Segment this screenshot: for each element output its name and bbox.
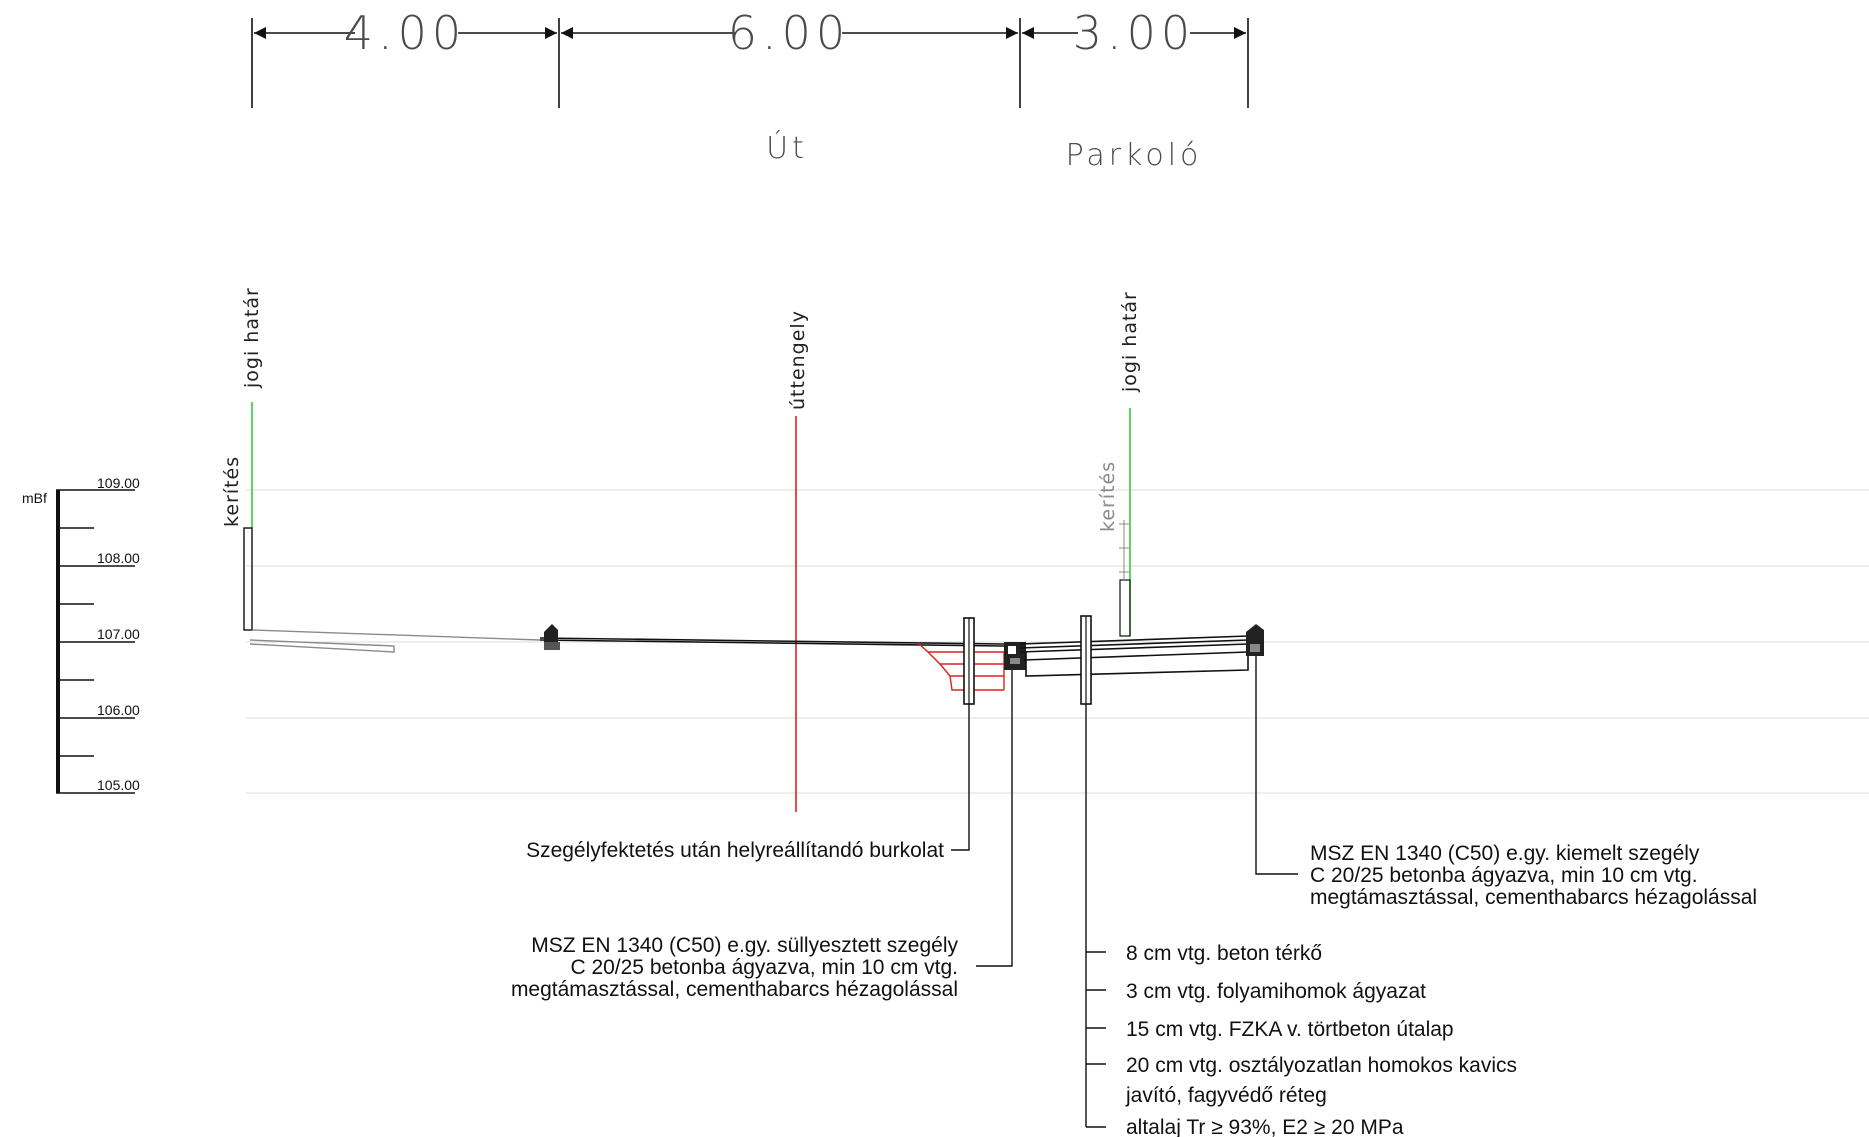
leader-restore-pavement — [951, 704, 970, 851]
layer-marker-pole — [1080, 615, 1092, 705]
raised-curb — [1246, 624, 1264, 656]
legal-boundary-left-label: jogi határ — [241, 287, 263, 389]
note-line: C 20/25 betonba ágyazva, min 10 cm vtg. — [1310, 864, 1698, 887]
left-fence — [243, 527, 541, 653]
elevation-unit: mBf — [22, 490, 47, 506]
note-line: MSZ EN 1340 (C50) e.gy. kiemelt szegély — [1310, 842, 1700, 865]
layer-item: 20 cm vtg. osztályozatlan homokos kavics — [1126, 1054, 1517, 1077]
layer-item: 15 cm vtg. FZKA v. törtbeton útalap — [1126, 1018, 1454, 1041]
elevation-scale: mBf 109.00 108.00 107.00 106.00 105.00 — [22, 475, 140, 794]
dimension-parking-width: 3.00 — [1073, 6, 1195, 60]
right-fence — [1119, 520, 1131, 637]
restore-pavement-zone — [917, 642, 1005, 691]
legal-boundary-right-label: jogi határ — [1119, 291, 1141, 393]
note-sunken-curb: MSZ EN 1340 (C50) e.gy. süllyesztett sze… — [511, 934, 959, 1001]
leader-raised-curb — [1255, 656, 1298, 875]
layer-item: 8 cm vtg. beton térkő — [1126, 942, 1322, 965]
road-surface — [539, 637, 1005, 647]
elevation-label: 109.00 — [97, 475, 140, 491]
note-raised-curb: MSZ EN 1340 (C50) e.gy. kiemelt szegély … — [1310, 842, 1757, 909]
elevation-label: 107.00 — [97, 626, 140, 642]
note-line: MSZ EN 1340 (C50) e.gy. süllyesztett sze… — [531, 934, 958, 957]
dimension-road-width: 6.00 — [728, 6, 850, 60]
elevation-label: 108.00 — [97, 550, 140, 566]
leader-sunken-curb — [976, 670, 1013, 967]
fence-left-label: kerítés — [221, 456, 243, 527]
note-line: megtámasztással, cementhabarcs hézagolás… — [511, 978, 958, 1001]
leader-lines — [951, 656, 1298, 1128]
zone-road-label: Út — [766, 129, 808, 166]
elevation-label: 105.00 — [97, 777, 140, 793]
note-layers: 8 cm vtg. beton térkő 3 cm vtg. folyamih… — [1125, 942, 1517, 1137]
road-axis-label: úttengely — [787, 310, 809, 410]
dimension-chain — [251, 18, 1249, 108]
fence-right-label: kerítés — [1097, 461, 1119, 532]
elevation-label: 106.00 — [97, 702, 140, 718]
layer-item: javító, fagyvédő réteg — [1125, 1084, 1327, 1107]
dimension-left-width: 4.00 — [344, 6, 466, 60]
sunken-curb — [1004, 642, 1026, 670]
layer-item: 3 cm vtg. folyamihomok ágyazat — [1126, 980, 1426, 1003]
zone-parking-label: Parkoló — [1066, 138, 1203, 173]
restore-marker-pole — [963, 617, 975, 705]
layer-item: altalaj Tr ≥ 93%, E2 ≥ 20 MPa — [1126, 1116, 1404, 1137]
drainage-inlet-icon — [544, 624, 560, 650]
note-pavement-restore: Szegélyfektetés után helyreállítandó bur… — [526, 839, 944, 862]
note-line: megtámasztással, cementhabarcs hézagolás… — [1310, 886, 1757, 909]
elevation-gridlines — [246, 489, 1869, 794]
note-line: C 20/25 betonba ágyazva, min 10 cm vtg. — [570, 956, 958, 979]
